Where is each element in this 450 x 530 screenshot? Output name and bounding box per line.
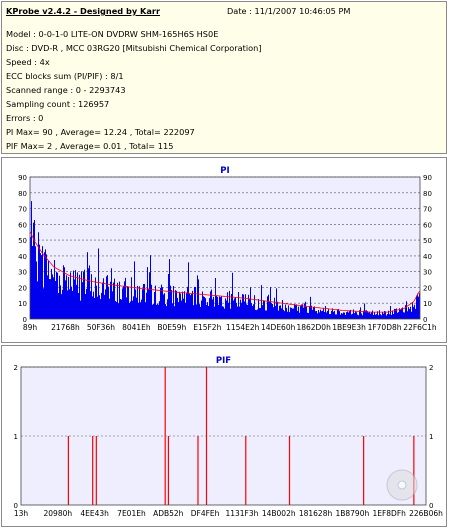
pi-ytick-right: 70 — [423, 206, 432, 214]
pif-plot-border — [20, 366, 427, 506]
pi-ytick-right: 20 — [423, 284, 432, 292]
pif-ytick-right: 2 — [429, 364, 433, 372]
pi-series — [30, 201, 420, 319]
info-errors: Errors : 0 — [6, 113, 44, 123]
pi-ytick-left: 80 — [18, 190, 27, 198]
pi-plot-border — [29, 176, 421, 320]
pi-ytick-left: 0 — [23, 316, 27, 324]
disc-hub — [397, 480, 407, 490]
pi-ytick-right: 40 — [423, 253, 432, 261]
pi-xtick: B0E59h — [157, 323, 186, 332]
pi-xtick: 89h — [23, 323, 38, 332]
pif-ytick-left: 1 — [14, 433, 18, 441]
pif-xtick: 20980h — [44, 509, 73, 518]
pi-ytick-right: 0 — [423, 316, 427, 324]
pi-xtick: E15F2h — [193, 323, 221, 332]
pi-ytick-left: 50 — [18, 237, 27, 245]
pif-xtick: 1131F3h — [225, 509, 258, 518]
info-scanned-range: Scanned range : 0 - 2293743 — [6, 85, 126, 95]
pif-title: PIF — [216, 356, 231, 366]
pi-ytick-right: 80 — [423, 190, 432, 198]
pif-xtick: 4EE43h — [80, 509, 109, 518]
pif-xtick: 13h — [14, 509, 29, 518]
pif-xtick: DF4FEh — [191, 509, 220, 518]
pi-ytick-left: 70 — [18, 206, 27, 214]
pif-ytick-right: 0 — [429, 502, 433, 510]
info-model: Model : 0-0-1-0 LITE-ON DVDRW SHM-165H6S… — [6, 29, 219, 39]
pif-xtick: 226B06h — [409, 509, 443, 518]
pif-xtick: 1EF8DFh — [372, 509, 406, 518]
info-speed: Speed : 4x — [6, 57, 50, 67]
disc-watermark-icon — [386, 469, 418, 501]
pif-xtick: 14B002h — [262, 509, 296, 518]
pif-chart: PIF 0 0 1 1 2 2 13h 20980h 4EE43h 7E01Eh ADB52h DF4F… — [14, 356, 444, 518]
pi-ytick-left: 90 — [18, 174, 27, 182]
pi-ytick-right: 10 — [423, 300, 432, 308]
pif-ytick-left: 2 — [14, 364, 18, 372]
info-pif-stats: PIF Max= 2 , Average= 0.01 , Total= 115 — [6, 141, 174, 151]
pi-ytick-left: 40 — [18, 253, 27, 261]
pif-ytick-left: 0 — [14, 502, 18, 510]
pi-ytick-left: 10 — [18, 300, 27, 308]
pi-ytick-right: 60 — [423, 221, 432, 229]
pi-xtick: 21768h — [51, 323, 80, 332]
pi-xtick: 22F6C1h — [403, 323, 437, 332]
pi-ytick-left: 20 — [18, 284, 27, 292]
pi-xtick: 1BE9E3h — [332, 323, 366, 332]
pi-ytick-right: 50 — [423, 237, 432, 245]
pi-ytick-left: 30 — [18, 269, 27, 277]
pif-xtick: 7E01Eh — [117, 509, 146, 518]
pi-ytick-right: 30 — [423, 269, 432, 277]
pif-ytick-right: 1 — [429, 433, 433, 441]
pi-xtick: 50F36h — [87, 323, 115, 332]
pi-xtick: 1862D0h — [296, 323, 331, 332]
pi-xtick: 8041Eh — [122, 323, 151, 332]
pi-trend-line — [30, 232, 420, 313]
info-ecc-sum: ECC blocks sum (PI/PIF) : 8/1 — [6, 71, 124, 81]
scan-date: Date : 11/1/2007 10:46:05 PM — [227, 6, 351, 16]
pif-xtick: ADB52h — [153, 509, 184, 518]
pi-xtick: 1154E2h — [226, 323, 260, 332]
pif-chart-panel: PIF 0 0 1 1 2 2 13h 20980h 4EE43h 7E01Eh ADB52h DF4F… — [1, 345, 447, 527]
pi-ytick-left: 60 — [18, 221, 27, 229]
pif-xtick: 1B8790h — [335, 509, 369, 518]
info-pi-stats: PI Max= 90 , Average= 12.24 , Total= 222… — [6, 127, 195, 137]
pi-ytick-right: 90 — [423, 174, 432, 182]
pi-xtick: 14DE60h — [261, 323, 296, 332]
pi-title: PI — [220, 166, 229, 176]
pif-xtick: 181628h — [299, 509, 333, 518]
info-sampling-count: Sampling count : 126957 — [6, 99, 110, 109]
info-panel: KProbe v2.4.2 - Designed by Karr Date : … — [1, 1, 447, 154]
pi-xtick: 1F70D8h — [368, 323, 402, 332]
info-disc: Disc : DVD-R , MCC 03RG20 [Mitsubishi Ch… — [6, 43, 262, 53]
pi-chart: PI 0 0 10 10 20 20 30 30 40 40 50 50 60 60 70 70 80 80 90 90… — [18, 166, 437, 332]
pi-chart-panel: PI 0 0 10 10 20 20 30 30 40 40 50 50 60 60 70 70 80 80 90 90… — [1, 157, 447, 343]
app-title: KProbe v2.4.2 - Designed by Karr — [6, 6, 160, 16]
